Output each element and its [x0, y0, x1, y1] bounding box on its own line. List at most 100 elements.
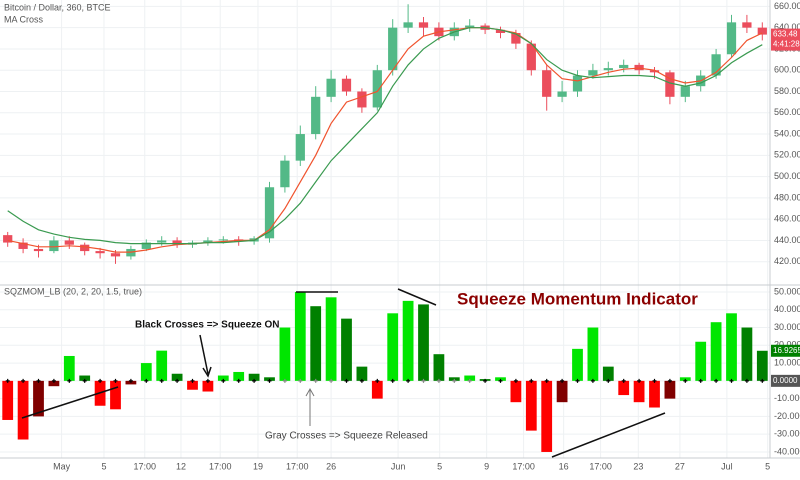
candle-body [110, 253, 121, 257]
y-tick-label: 460.00 [774, 214, 800, 224]
momentum-bar [387, 313, 399, 381]
candle-body [742, 22, 752, 28]
squeeze-cross [436, 378, 441, 383]
squeeze-cross [667, 378, 672, 383]
y-tick-label: 660.00 [774, 1, 800, 11]
candle-body [388, 27, 398, 71]
squeeze-cross [560, 378, 565, 383]
squeeze-cross [36, 378, 41, 383]
candle-body [403, 22, 413, 28]
candle-body [542, 70, 552, 97]
y-tick-label: 500.00 [774, 171, 800, 181]
candle-body [726, 22, 737, 55]
squeeze-cross [606, 378, 611, 383]
y-tick-label: 40.0000 [774, 304, 800, 314]
arrow-head [202, 366, 212, 378]
tag-layer: 420.00440.00460.00480.00500.00520.00540.… [53, 1, 800, 471]
momentum-bar [756, 350, 768, 381]
squeeze-cross [575, 378, 580, 383]
momentum-bar [202, 380, 214, 392]
x-tick-label: 17:00 [589, 461, 612, 471]
x-tick-label: 27 [675, 461, 685, 471]
momentum-bar [33, 380, 44, 417]
momentum-bar [325, 297, 337, 381]
momentum-bar [156, 350, 168, 381]
squeeze-cross [113, 378, 118, 383]
momentum-bar [572, 348, 583, 381]
x-tick-label: 17:00 [133, 461, 156, 471]
squeeze-cross [375, 378, 380, 383]
x-tick-label: 19 [253, 461, 263, 471]
y-tick-label: 560.00 [774, 107, 800, 117]
momentum-bar [587, 327, 599, 381]
squeeze-cross [760, 378, 765, 383]
trend-line [551, 412, 666, 458]
candle-body [157, 240, 167, 243]
squeeze-cross [329, 378, 334, 383]
momentum-bar [402, 300, 414, 381]
squeeze-cross [637, 378, 642, 383]
price-tag-label: 633.48 [773, 30, 798, 39]
squeeze-cross [205, 378, 210, 383]
x-tick-label: 9 [484, 461, 489, 471]
momentum-bar [525, 380, 537, 431]
moving-average-line [7, 27, 763, 253]
candle-body [18, 242, 28, 249]
momentum-bar [695, 341, 707, 381]
squeeze-cross [236, 378, 241, 383]
momentum-bar [664, 380, 676, 399]
x-tick-label: 5 [765, 461, 770, 471]
squeeze-cross [144, 378, 149, 383]
squeeze-cross [729, 378, 734, 383]
squeeze-cross [175, 378, 180, 383]
squeeze-cross [652, 378, 657, 383]
candle-body [33, 248, 44, 252]
chart-title: Bitcoin / Dollar, 360, BTCE [4, 2, 111, 12]
countdown-label: 4:41:28 [773, 40, 800, 49]
candle-body [295, 134, 305, 161]
squeeze-cross [282, 378, 287, 383]
momentum-bar [217, 375, 229, 381]
squeeze-cross [359, 378, 364, 383]
momentum-bar [741, 327, 753, 381]
squeeze-cross [82, 378, 87, 383]
momentum-bar [63, 355, 75, 381]
squeeze-cross [544, 378, 549, 383]
candle-body [511, 32, 521, 44]
x-tick-label: 23 [633, 461, 643, 471]
momentum-bar [371, 380, 383, 399]
x-tick-label: 17:00 [286, 461, 309, 471]
candle-body [572, 75, 583, 92]
candle-body [557, 91, 567, 97]
y-tick-label: 580.00 [774, 86, 800, 96]
y-tick-label: 20.0000 [774, 340, 800, 350]
momentum-bar [140, 363, 152, 381]
y-tick-label: 640.00 [774, 22, 800, 32]
momentum-bar [110, 380, 121, 410]
candle-body [280, 160, 290, 188]
x-tick-label: 5 [437, 461, 442, 471]
y-tick-label: 50.0000 [774, 286, 800, 296]
x-tick-label: Jun [391, 461, 406, 471]
y-tick-label: 540.00 [774, 128, 800, 138]
momentum-bar [79, 375, 91, 381]
squeeze-cross [128, 378, 133, 383]
trend-line [397, 288, 437, 306]
candle-body [711, 54, 721, 76]
squeeze-cross [513, 378, 518, 383]
momentum-bar [310, 306, 322, 381]
squeeze-cross [714, 378, 719, 383]
squeeze-cross [744, 378, 749, 383]
squeeze-cross [483, 378, 488, 383]
squeeze-cross [390, 378, 395, 383]
trend-line [21, 386, 119, 419]
momentum-bar [2, 380, 14, 420]
value-tag-label: 16.9265 [773, 346, 800, 355]
momentum-bar [649, 380, 660, 408]
x-tick-label: Jul [721, 461, 733, 471]
price-tag [771, 28, 800, 51]
y-tick-label: -20.0000 [774, 411, 800, 421]
squeeze-cross [344, 378, 349, 383]
momentum-bar [541, 380, 553, 452]
x-tick-label: 17:00 [512, 461, 535, 471]
